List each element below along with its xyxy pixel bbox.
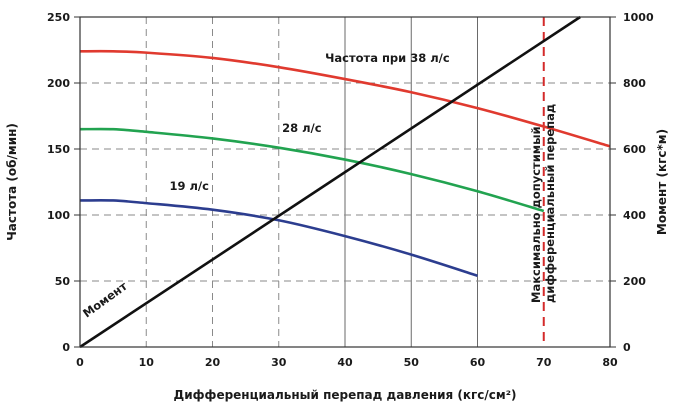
y-tick-label-right: 600	[623, 143, 646, 156]
series-line	[79, 198, 478, 277]
x-tick-label: 10	[139, 356, 155, 369]
y-tick-label-left: 250	[47, 11, 70, 24]
series-annotation: 28 л/с	[282, 121, 322, 135]
series-lines	[79, 15, 611, 349]
x-tick-label: 20	[205, 356, 221, 369]
x-tick-label: 80	[602, 356, 618, 369]
series-line	[79, 127, 545, 213]
y-tick-label-left: 0	[62, 341, 70, 354]
x-tick-label: 70	[536, 356, 552, 369]
axes: 0 10 20 30 40 50 60 70 8005010015020025002004006…	[47, 11, 654, 369]
grid	[80, 17, 610, 347]
y-tick-label-right: 800	[623, 77, 646, 90]
series-line	[79, 15, 581, 349]
x-tick-label: 0	[76, 356, 84, 369]
series-annotation: Момент	[80, 279, 130, 321]
y-tick-label-left: 200	[47, 77, 70, 90]
x-axis-title: Дифференциальный перепад давления (кгс/с…	[174, 388, 517, 402]
series-line	[79, 49, 611, 148]
right-y-axis-title: Момент (кгс*м)	[655, 129, 669, 235]
y-tick-label-left: 150	[47, 143, 70, 156]
x-tick-label: 40	[337, 356, 353, 369]
annotations: Частота при 38 л/с 28 л/с 19 л/с Момент Макс…	[80, 51, 557, 321]
plot-frame	[79, 16, 611, 348]
limit-line-label-2: дифференциальный перепад	[543, 104, 557, 303]
y-tick-label-left: 100	[47, 209, 70, 222]
x-tick-label: 60	[470, 356, 486, 369]
y-tick-label-left: 50	[55, 275, 71, 288]
y-tick-label-right: 1000	[623, 11, 654, 24]
limit-line-label-1: Максимально допустимый	[529, 126, 543, 303]
y-tick-label-right: 400	[623, 209, 646, 222]
series-annotation: Частота при 38 л/с	[325, 51, 450, 65]
x-tick-label: 50	[404, 356, 420, 369]
y-tick-label-right: 200	[623, 275, 646, 288]
series-annotation: 19 л/с	[169, 179, 209, 193]
x-tick-label: 30	[271, 356, 287, 369]
y-tick-label-right: 0	[623, 341, 631, 354]
left-y-axis-title: Частота (об/мин)	[5, 123, 19, 241]
